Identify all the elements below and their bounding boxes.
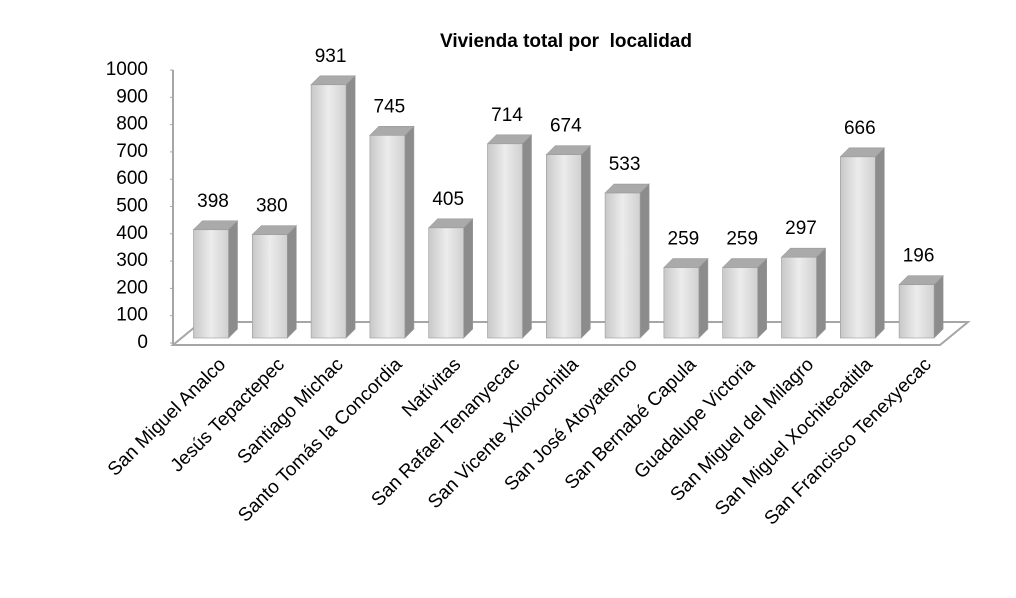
bar-side bbox=[522, 134, 532, 339]
y-tick-label: 300 bbox=[116, 250, 148, 271]
bar bbox=[839, 147, 886, 339]
bar-front bbox=[369, 135, 406, 339]
bar bbox=[310, 75, 356, 339]
bar bbox=[898, 274, 944, 339]
bar bbox=[427, 218, 474, 339]
bar-front bbox=[604, 192, 641, 339]
value-label: 259 bbox=[668, 229, 700, 250]
bar-side bbox=[874, 147, 885, 339]
bar-side bbox=[757, 257, 768, 339]
y-tick-label: 0 bbox=[137, 332, 148, 353]
bar-side bbox=[404, 125, 415, 339]
bar bbox=[721, 257, 768, 339]
bar bbox=[486, 134, 533, 339]
value-label: 398 bbox=[197, 191, 229, 212]
y-tick-label: 400 bbox=[116, 223, 148, 244]
bar-front bbox=[545, 154, 582, 339]
chart-title: Vivienda total por localidad bbox=[440, 31, 692, 52]
bar-front bbox=[310, 84, 347, 339]
y-tick-label: 700 bbox=[116, 141, 148, 162]
x-tick-label: Santiago Michac bbox=[234, 354, 348, 468]
bar-front bbox=[663, 267, 700, 339]
bar-side bbox=[580, 144, 591, 339]
bar bbox=[545, 144, 592, 339]
value-label: 714 bbox=[491, 105, 523, 126]
bar-side bbox=[698, 257, 709, 339]
value-label: 405 bbox=[432, 189, 464, 210]
y-tick-label: 600 bbox=[116, 168, 148, 189]
value-label: 533 bbox=[609, 154, 641, 175]
y-tick-label: 900 bbox=[116, 86, 148, 107]
bar-side bbox=[816, 247, 826, 339]
bar-front bbox=[898, 284, 935, 339]
y-tick-label: 100 bbox=[116, 305, 148, 326]
bar-front bbox=[839, 156, 876, 339]
bar bbox=[780, 247, 827, 339]
bar-side bbox=[463, 218, 474, 339]
bar-front bbox=[193, 229, 229, 339]
value-label: 931 bbox=[315, 46, 347, 67]
bar-front bbox=[487, 143, 523, 339]
bar-side bbox=[286, 224, 297, 339]
bar-side bbox=[639, 183, 650, 339]
bar-side bbox=[933, 274, 944, 339]
value-label: 674 bbox=[550, 116, 582, 137]
bar-side bbox=[228, 220, 238, 339]
bar-front bbox=[428, 227, 465, 339]
value-label: 666 bbox=[844, 118, 876, 139]
value-label: 745 bbox=[374, 96, 406, 117]
bar bbox=[192, 220, 239, 339]
bar bbox=[604, 183, 650, 339]
bar-front bbox=[252, 234, 288, 339]
bar-front bbox=[722, 267, 759, 339]
bar bbox=[369, 125, 415, 339]
y-tick-label: 1000 bbox=[106, 59, 148, 80]
value-label: 380 bbox=[256, 196, 288, 217]
bar bbox=[251, 224, 298, 339]
value-label: 297 bbox=[785, 218, 817, 239]
value-label: 196 bbox=[903, 246, 935, 267]
y-tick-label: 800 bbox=[116, 114, 148, 135]
y-tick-label: 500 bbox=[116, 196, 148, 217]
bar-side bbox=[345, 75, 356, 339]
bar bbox=[663, 257, 709, 339]
value-label: 259 bbox=[726, 229, 758, 250]
y-tick-label: 200 bbox=[116, 277, 148, 298]
bar-front bbox=[781, 256, 817, 339]
